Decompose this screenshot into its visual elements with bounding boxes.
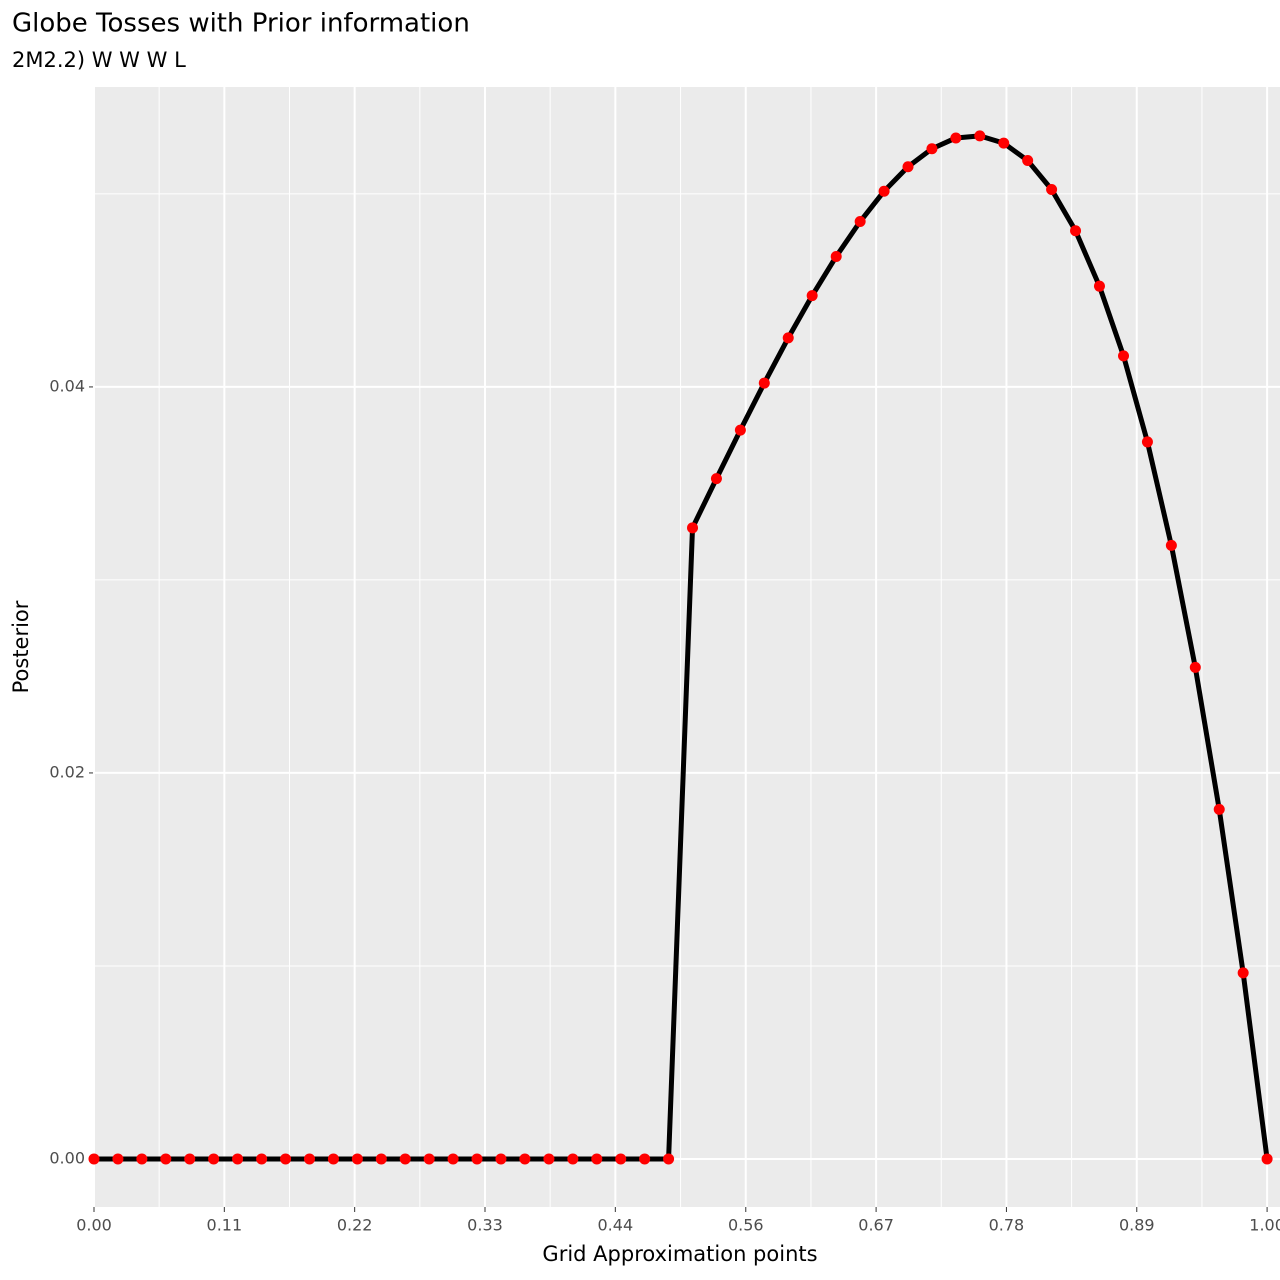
point bbox=[303, 1153, 315, 1165]
point bbox=[615, 1153, 627, 1165]
point bbox=[878, 185, 890, 197]
point bbox=[902, 161, 914, 173]
point bbox=[1165, 539, 1177, 551]
x-tick-label: 0.33 bbox=[467, 1216, 503, 1235]
point bbox=[591, 1153, 603, 1165]
point bbox=[758, 377, 770, 389]
point bbox=[256, 1153, 268, 1165]
x-tick-label: 0.11 bbox=[207, 1216, 243, 1235]
chart-subtitle: 2M2.2) W W W L bbox=[12, 48, 186, 72]
point bbox=[1046, 183, 1058, 195]
point bbox=[232, 1153, 244, 1165]
y-tick-label: 0.04 bbox=[49, 376, 85, 395]
x-tick-label: 1.00 bbox=[1249, 1216, 1280, 1235]
x-tick-label: 0.56 bbox=[728, 1216, 764, 1235]
y-tick-label: 0.00 bbox=[49, 1148, 85, 1167]
point bbox=[734, 424, 746, 436]
point bbox=[495, 1153, 507, 1165]
point bbox=[1261, 1153, 1273, 1165]
point bbox=[663, 1153, 675, 1165]
point bbox=[1237, 967, 1249, 979]
x-tick-label: 0.78 bbox=[989, 1216, 1025, 1235]
point bbox=[926, 143, 938, 155]
y-tick-label: 0.02 bbox=[49, 762, 85, 781]
point bbox=[399, 1153, 411, 1165]
point bbox=[1022, 155, 1034, 167]
x-tick-label: 0.00 bbox=[76, 1216, 112, 1235]
point bbox=[423, 1153, 435, 1165]
point bbox=[327, 1153, 339, 1165]
x-tick-label: 0.89 bbox=[1119, 1216, 1155, 1235]
point bbox=[136, 1153, 148, 1165]
point bbox=[710, 473, 722, 485]
point bbox=[1213, 803, 1225, 815]
point bbox=[567, 1153, 579, 1165]
point bbox=[375, 1153, 387, 1165]
point bbox=[639, 1153, 651, 1165]
point bbox=[998, 137, 1010, 149]
x-tick-label: 0.67 bbox=[858, 1216, 894, 1235]
point bbox=[519, 1153, 531, 1165]
point bbox=[280, 1153, 292, 1165]
point bbox=[208, 1153, 220, 1165]
point bbox=[1141, 436, 1153, 448]
point bbox=[782, 332, 794, 344]
point bbox=[1070, 225, 1082, 237]
point bbox=[160, 1153, 172, 1165]
point bbox=[974, 130, 986, 142]
point bbox=[854, 216, 866, 228]
point bbox=[950, 132, 962, 144]
point bbox=[88, 1153, 100, 1165]
point bbox=[1118, 350, 1130, 362]
x-tick-label: 0.44 bbox=[598, 1216, 634, 1235]
point bbox=[806, 290, 818, 302]
point bbox=[112, 1153, 124, 1165]
point bbox=[351, 1153, 363, 1165]
point bbox=[1093, 280, 1105, 292]
point bbox=[1189, 661, 1201, 673]
y-axis-label: Posterior bbox=[9, 600, 33, 693]
point bbox=[184, 1153, 196, 1165]
x-tick-label: 0.22 bbox=[337, 1216, 373, 1235]
x-axis-label: Grid Approximation points bbox=[542, 1242, 817, 1266]
point bbox=[447, 1153, 459, 1165]
point bbox=[687, 522, 699, 534]
chart-title: Globe Tosses with Prior information bbox=[12, 9, 470, 39]
point bbox=[471, 1153, 483, 1165]
point bbox=[830, 250, 842, 262]
point bbox=[543, 1153, 555, 1165]
